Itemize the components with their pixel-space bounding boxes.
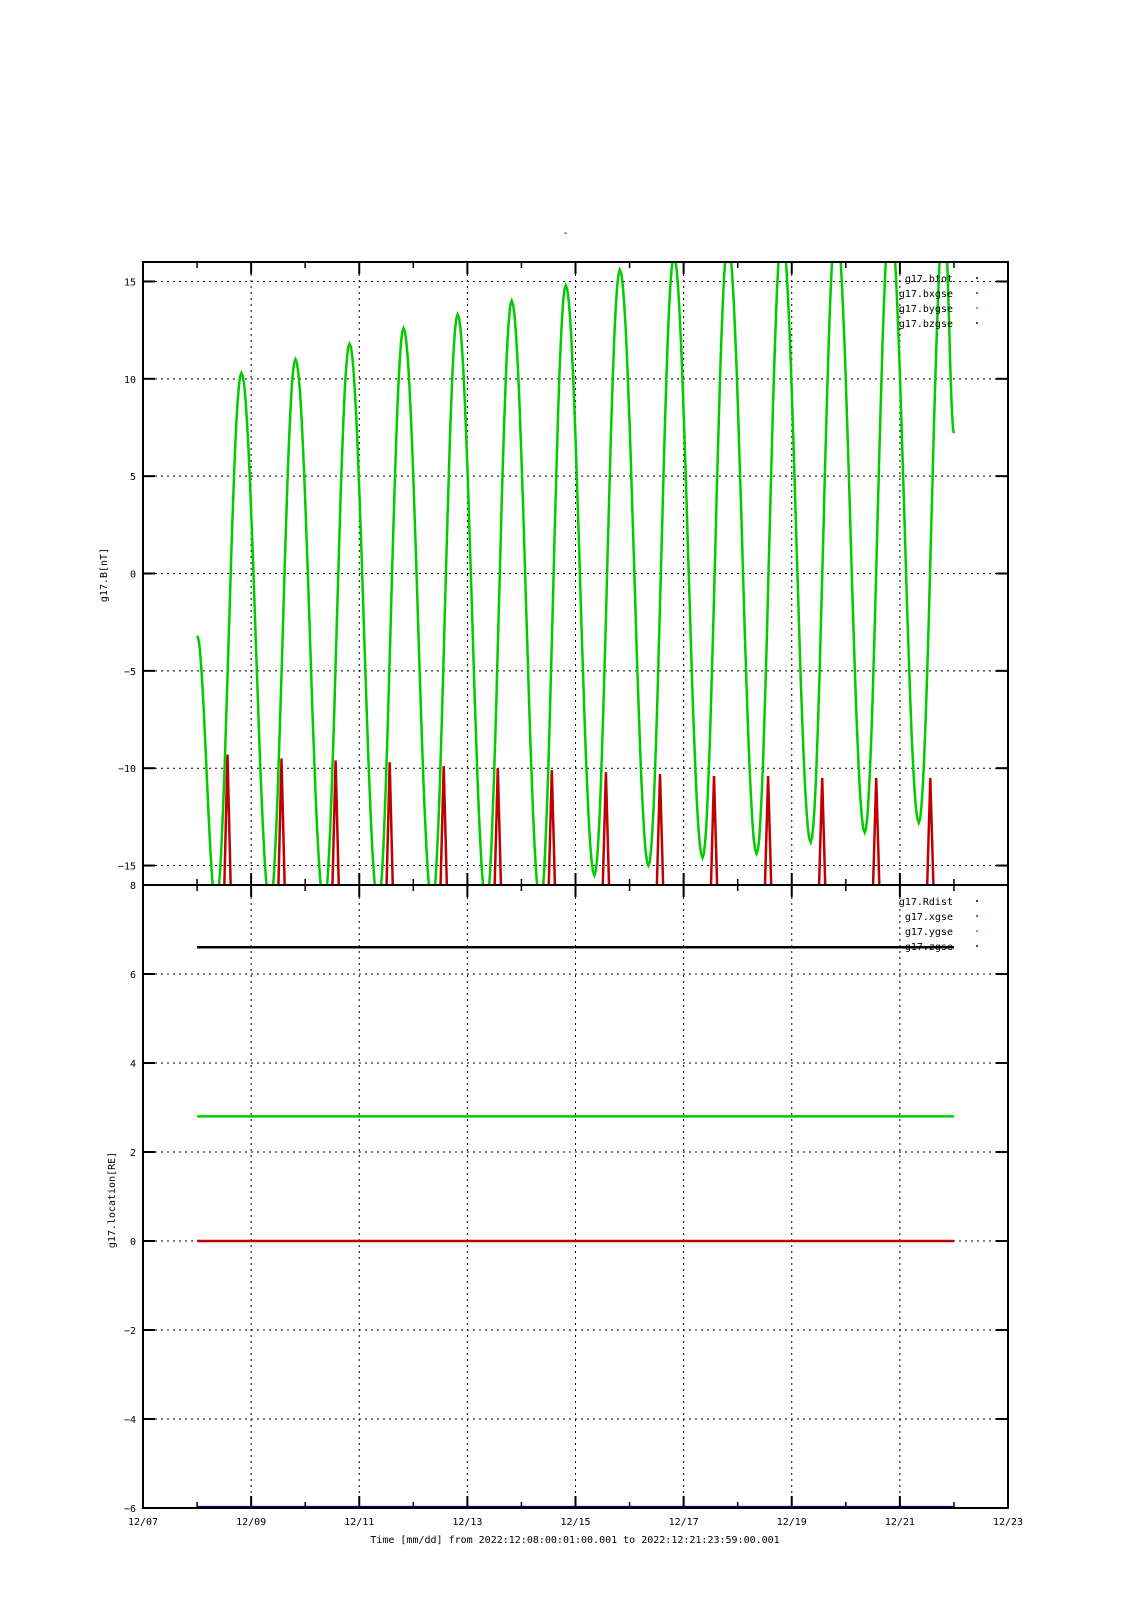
magnetic-field-legend-label-g17-btot: g17.btot	[905, 274, 953, 285]
location-y-tick-label: 4	[130, 1059, 136, 1070]
magnetic-field-y-tick-label: 0	[130, 570, 136, 581]
location-legend-label-g17-xgse: g17.xgse	[905, 912, 953, 923]
panel-magnetic-field-y-axis-title: g17.B[nT]	[99, 548, 110, 602]
time-axis-tick-label: 12/23	[993, 1517, 1023, 1528]
time-axis-tick-label: 12/15	[560, 1517, 590, 1528]
location-y-tick-label: 0	[130, 1237, 136, 1248]
location-legend-label-g17-ygse: g17.ygse	[905, 927, 953, 938]
magnetic-field-legend-label-g17-bxgse: g17.bxgse	[899, 289, 953, 300]
time-axis-tick-label: 12/07	[128, 1517, 158, 1528]
magnetic-field-legend-label-g17-bygse: g17.bygse	[899, 304, 953, 315]
location-y-tick-label: 8	[130, 881, 136, 892]
panel-magnetic-field: 15 10 5 0 −5 −10 −15 g17.btot g17.bxgse g17.bygs…	[99, 261, 1009, 886]
time-axis-tick-label: 12/13	[452, 1517, 482, 1528]
magnetic-field-y-tick-label: −15	[118, 862, 136, 873]
location-legend-label-g17-rdist: g17.Rdist	[899, 897, 953, 908]
location-y-tick-label: 2	[130, 1148, 136, 1159]
panel-magnetic-field-series	[195, 262, 956, 885]
magnetic-field-y-tick-label: 5	[130, 472, 136, 483]
time-axis-tick-label: 12/09	[236, 1517, 266, 1528]
magnetic-field-legend-label-g17-bzgse: g17.bzgse	[899, 319, 953, 330]
panel-magnetic-field-grid	[143, 262, 1008, 885]
magnetic-field-series-g17-bygse	[195, 262, 956, 885]
page-title: -	[562, 228, 569, 239]
location-frame	[142, 884, 1009, 1509]
location-y-tick-label: −2	[124, 1326, 136, 1337]
time-axis-tick-label: 12/17	[669, 1517, 699, 1528]
panel-location-grid	[143, 885, 1008, 1508]
magnetic-field-y-tick-label: 15	[124, 277, 136, 288]
time-axis: 12/07 12/09 12/11 12/13 12/15 12/17 12/19 12/21…	[128, 1517, 1023, 1528]
panel-location-axes: 8 6 4 2 0 −2 −4 −6	[124, 881, 1009, 1515]
panel-location-legend: g17.Rdist g17.xgse g17.ygse g17.zgse	[899, 897, 978, 953]
time-axis-tick-label: 12/19	[777, 1517, 807, 1528]
panel-magnetic-field-legend: g17.btot g17.bxgse g17.bygse g17.bzgse	[899, 274, 978, 330]
magnetic-field-y-tick-label: 10	[124, 375, 136, 386]
time-axis-tick-label: 12/21	[885, 1517, 915, 1528]
magnetic-field-series-g17-bxgse	[223, 754, 935, 885]
location-legend-label-g17-zgse: g17.zgse	[905, 942, 953, 953]
magnetic-field-y-tick-label: −5	[124, 667, 136, 678]
time-axis-tick-label: 12/11	[344, 1517, 374, 1528]
time-axis-title: Time [mm/dd] from 2022:12:08:00:01:00.00…	[370, 1535, 779, 1546]
location-y-tick-label: −4	[124, 1415, 136, 1426]
location-y-tick-label: 6	[130, 970, 136, 981]
magnetic-field-y-tick-label: −10	[118, 764, 136, 775]
location-y-tick-label: −6	[124, 1504, 136, 1515]
panel-location-y-axis-title: g17.location[RE]	[107, 1152, 118, 1248]
